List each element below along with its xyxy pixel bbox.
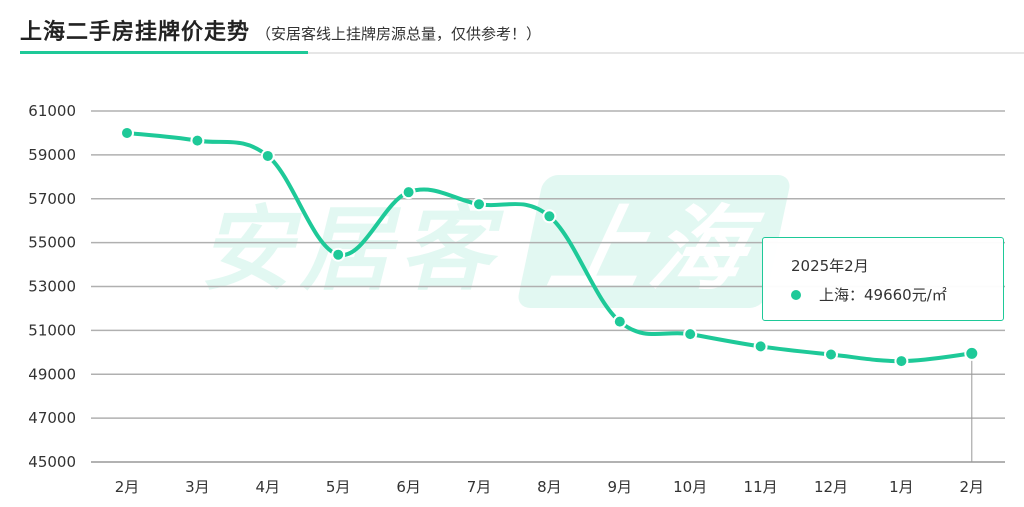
data-point (120, 125, 134, 140)
tooltip-series-label: 上海：49660元/㎡ (819, 286, 947, 304)
y-tick-label: 51000 (28, 321, 76, 339)
x-tick-label: 1月 (889, 478, 914, 496)
chart-title: 上海二手房挂牌价走势 (20, 20, 251, 45)
x-tick-label: 12月 (814, 478, 848, 496)
brand-watermark: 安居客 上海 (200, 175, 793, 308)
data-point (894, 354, 909, 369)
x-tick-label: 10月 (673, 478, 707, 496)
header-accent-underline (20, 51, 308, 54)
x-tick-label: 11月 (744, 478, 778, 496)
y-tick-label: 57000 (28, 190, 76, 208)
data-point (683, 327, 698, 342)
y-tick-label: 53000 (28, 278, 76, 296)
x-tick-label: 6月 (396, 478, 421, 496)
chart-subtitle: （安居客线上挂牌房源总量，仅供参考！） (256, 25, 542, 43)
x-tick-label: 5月 (326, 478, 351, 496)
y-tick-label: 49000 (28, 365, 76, 383)
y-tick-label: 45000 (28, 453, 76, 471)
chart-tooltip: 2025年2月 上海：49660元/㎡ (762, 237, 1004, 321)
header-divider (20, 52, 1024, 54)
data-point (612, 314, 627, 329)
tooltip-series-row: 上海：49660元/㎡ (791, 284, 947, 305)
chart-header: 上海二手房挂牌价走势 （安居客线上挂牌房源总量，仅供参考！） (20, 14, 541, 50)
y-tick-label: 47000 (28, 409, 76, 427)
watermark-text: 安居客 (200, 196, 501, 303)
x-tick-label: 9月 (608, 478, 633, 496)
data-point (190, 133, 205, 148)
data-point (401, 185, 416, 200)
y-tick-label: 59000 (28, 146, 76, 164)
x-tick-label: 7月 (467, 478, 492, 496)
tooltip-series-marker (791, 289, 801, 300)
data-point (260, 148, 275, 163)
x-tick-label: 8月 (537, 478, 562, 496)
x-tick-label: 2月 (960, 478, 985, 496)
data-point (472, 197, 486, 212)
y-tick-label: 61000 (28, 102, 76, 120)
x-tick-label: 4月 (256, 478, 281, 496)
tooltip-title: 2025年2月 (791, 257, 869, 275)
x-tick-label: 3月 (185, 478, 210, 496)
data-point (824, 347, 838, 362)
data-point (542, 209, 557, 224)
data-point (331, 247, 346, 262)
data-point (753, 339, 768, 354)
y-tick-label: 55000 (28, 234, 76, 252)
data-point (964, 345, 980, 361)
x-tick-label: 2月 (115, 478, 140, 496)
